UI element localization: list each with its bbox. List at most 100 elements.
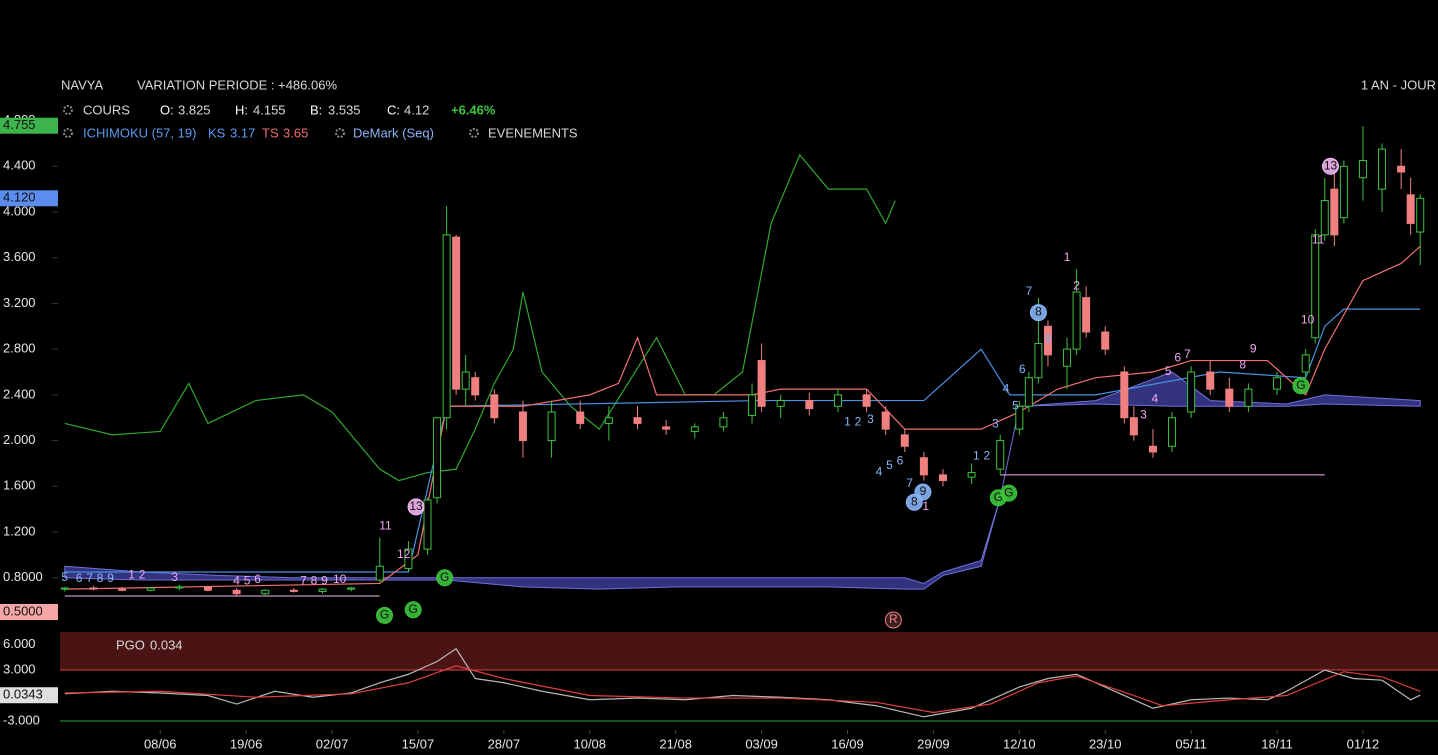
signal-circle [1322,157,1339,175]
demark-label: 6 [1174,350,1181,364]
signal-circle [1292,377,1310,395]
y-tick-label: 2.800 [3,341,36,356]
ichimoku-cloud [64,371,1421,590]
candle-body [60,587,69,590]
demark-label: 1 [922,499,929,513]
candle-body [1273,377,1282,390]
signal-circle [884,611,902,629]
y-tick-label: 4.000 [3,203,36,218]
demark-label: 4 [1152,392,1159,406]
candle-body [1034,342,1043,379]
legend-label: C: [387,102,400,117]
candle-body [862,394,871,407]
candle-body [1358,160,1367,179]
candle-body [996,440,1005,470]
y-tick-label: 1.200 [3,523,36,538]
demark-label: 4 [876,465,883,479]
demark-label: 1 [973,449,980,463]
header: NAVYA VARIATION PERIODE : +486.06% 1 AN … [61,77,1436,140]
x-tick-label: 16/09 [831,736,864,751]
candle-body [442,234,451,419]
x-tick-label: 29/09 [917,736,950,751]
candle-body [461,371,470,390]
candle-body [881,411,890,430]
demark-label: 4 [1003,381,1010,395]
candle-body [490,394,499,419]
price-marker-label: 4.120 [3,190,36,205]
x-tick-label: 02/07 [316,736,349,751]
candle-body [452,236,461,390]
candle-body [1101,331,1110,350]
x-tick-label: 23/10 [1089,736,1122,751]
signal-circle [1000,484,1018,502]
candle-body [833,394,842,407]
demark-label: 6 [897,453,904,467]
candle-body [203,586,212,591]
x-tick-label: 21/08 [659,736,692,751]
pgo-tick-label: 3.000 [3,661,36,676]
demark-label: 6 [76,571,83,585]
candle-body [1015,405,1024,430]
demark-label: 1 [1064,250,1071,264]
demark-label: 13 [1324,158,1338,172]
demark-label: 3 [992,417,999,431]
pgo-band [60,632,1438,671]
demark-label: 3 [1140,408,1147,422]
demark-label: 8 [311,573,318,587]
candle-body [518,411,527,442]
candle-body [1244,388,1253,407]
y-tick-label: 3.600 [3,249,36,264]
candle-body [1330,188,1339,236]
x-tick-label: 03/09 [745,736,778,751]
demark-label: G [994,490,1003,504]
candle-body [1311,234,1320,339]
candle-body [404,548,413,570]
x-tick-label: 05/11 [1175,736,1207,751]
candle-body [633,417,642,424]
demark-label: 1 [844,414,851,428]
candle-body [433,417,442,499]
demark-label: 12 [397,547,411,561]
y-tick-label: 3.200 [3,295,36,310]
candle-body [1072,291,1081,350]
demark-label: 9 [1045,332,1052,346]
period-selector[interactable]: 1 AN - JOUR [1361,77,1436,92]
candle-body [318,588,327,592]
signal-circle [404,601,422,619]
gear-icon[interactable] [469,128,479,138]
signal-circle [436,569,454,587]
demark-label: 2 [855,414,862,428]
candle-body [1416,197,1425,233]
y-tick-label: 2.000 [3,432,36,447]
candle-body [1397,165,1406,173]
y-tick-label: 2.400 [3,386,36,401]
demark-label: G [409,602,418,616]
gear-icon[interactable] [63,105,73,115]
legend-value: 4.155 [253,102,286,117]
x-tick-label: 10/08 [573,736,606,751]
pgo-line [64,665,1421,714]
legend-value: 3.535 [328,102,361,117]
legend-label: B: [310,102,322,117]
indicator-line [64,308,1421,573]
gear-icon[interactable] [63,128,73,138]
gear-icon[interactable] [335,128,345,138]
demark-label: 5 [1012,398,1019,412]
legend-label: DeMark (Seq) [353,125,434,140]
demark-label: 11 [1312,233,1325,247]
demark-label: 5 [61,570,68,584]
price-marker-label: 0.5000 [3,603,43,618]
demark-label: 7 [1184,347,1191,361]
demark-label: 2 [1073,278,1080,292]
candle-body [1406,194,1415,224]
demark-label: 8 [1035,305,1042,319]
candle-body [1129,417,1138,436]
candle-body [89,587,98,590]
candle-body [776,400,785,407]
candle-body [748,394,757,416]
candle-body [175,586,184,589]
y-tick-label: 0.8000 [3,569,43,584]
demark-label: 8 [97,571,104,585]
candle-body [471,377,480,396]
